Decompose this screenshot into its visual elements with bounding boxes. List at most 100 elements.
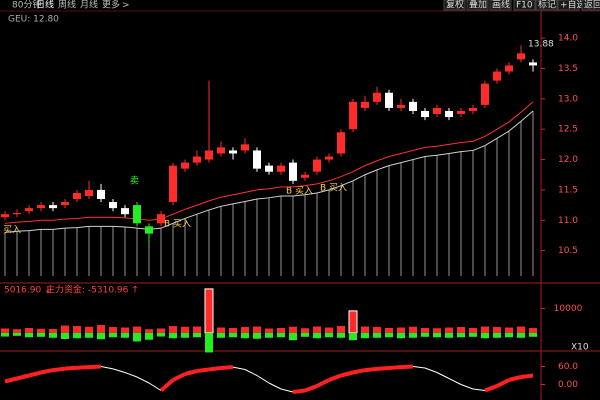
oscillator-segment: [232, 366, 246, 370]
candle-body: [25, 208, 33, 212]
y-tick-label: 12.5: [558, 125, 578, 135]
oscillator-segment: [100, 366, 114, 370]
toolbar-item: 日线: [36, 0, 54, 11]
toolbar-button-label[interactable]: F10: [516, 1, 533, 11]
toolbar-button-label[interactable]: 返回: [584, 0, 600, 11]
oscillator-segment: [316, 378, 330, 388]
candle-body: [337, 132, 345, 154]
bar: [445, 327, 453, 333]
bar: [97, 325, 105, 333]
bar: [13, 329, 21, 333]
toolbar-button-label[interactable]: +自选: [560, 0, 586, 11]
bar: [133, 326, 141, 333]
oscillator-segment: [244, 369, 258, 376]
toolbar-button[interactable]: [489, 0, 512, 11]
oscillator-segment: [352, 368, 366, 375]
bar: [229, 328, 237, 333]
bar: [204, 288, 214, 334]
toolbar-button[interactable]: [466, 0, 489, 11]
bar: [49, 332, 57, 338]
bar: [277, 332, 285, 338]
oscillator-segment: [376, 366, 390, 371]
y-tick-label: 10.5: [558, 246, 578, 256]
bar: [181, 326, 189, 333]
candle-body: [457, 110, 465, 115]
y-tick-label: 13.5: [558, 64, 578, 74]
bar: [325, 327, 333, 333]
toolbar-button[interactable]: [513, 0, 536, 11]
bar: [361, 332, 369, 339]
candle-body: [361, 101, 369, 108]
bar: [469, 328, 477, 333]
bar: [409, 326, 417, 333]
toolbar-button-label[interactable]: 标记: [538, 0, 556, 11]
oscillator-segment: [196, 367, 210, 373]
toolbar-button[interactable]: [581, 0, 600, 11]
candle-body: [61, 202, 69, 206]
candle-body: [1, 214, 9, 218]
bar: [385, 332, 393, 338]
toolbar-button[interactable]: [557, 0, 580, 11]
oscillator-segment: [40, 368, 54, 375]
bar: [481, 326, 489, 333]
annotation: 13.88: [528, 40, 554, 50]
bar: [109, 332, 117, 338]
bar: [241, 332, 249, 339]
oscillator-segment: [472, 388, 486, 391]
candle-body: [205, 150, 213, 160]
bar: [265, 328, 273, 333]
toolbar-button[interactable]: [535, 0, 558, 11]
bar: [157, 332, 165, 337]
candle-body: [85, 189, 93, 196]
y-tick-label: 12.0: [558, 155, 578, 165]
bar: [421, 328, 429, 333]
bar: [85, 332, 93, 338]
bar: [265, 332, 273, 338]
toolbar-button[interactable]: [443, 0, 466, 11]
y-tick-label: 11.5: [558, 185, 578, 195]
candle-body: [265, 165, 273, 172]
bar: [253, 332, 261, 339]
oscillator-segment: [424, 367, 438, 373]
bar: [457, 327, 465, 333]
toolbar-item: >: [122, 1, 130, 11]
bar: [433, 332, 441, 338]
bar: [193, 332, 201, 338]
bar: [145, 332, 153, 340]
oscillator-segment: [52, 366, 66, 373]
bar: [181, 332, 189, 338]
candle-body: [481, 83, 489, 105]
bar: [373, 332, 381, 338]
oscillator-segment: [304, 384, 318, 393]
bar: [145, 329, 153, 333]
candle-body: [253, 150, 261, 169]
bar: [37, 328, 45, 333]
bar: [1, 328, 9, 333]
bar: [25, 328, 33, 333]
bar: [229, 332, 237, 338]
candle-body: [13, 212, 21, 215]
oscillator-segment: [340, 370, 354, 378]
bar: [61, 332, 69, 339]
bar: [289, 332, 297, 341]
candle-body: [397, 104, 405, 108]
annotation: B 买入: [164, 219, 191, 230]
toolbar-button-label[interactable]: 复权: [446, 0, 464, 11]
candle-body: [181, 162, 189, 169]
bar: [61, 325, 69, 333]
bar: [193, 326, 201, 333]
oscillator-segment: [220, 365, 234, 370]
oscillator-segment: [436, 372, 450, 379]
oscillator-segment: [400, 364, 414, 370]
bar: [277, 328, 285, 333]
candle-body: [469, 107, 477, 111]
bar: [313, 332, 321, 339]
oscillator-segment: [28, 370, 42, 378]
toolbar-button-label[interactable]: 叠加: [469, 0, 487, 11]
oscillator-segment: [88, 364, 102, 370]
candle-body: [121, 208, 129, 215]
bar: [133, 332, 141, 342]
toolbar-button-label[interactable]: 画线: [492, 0, 510, 11]
oscillator-segment: [496, 378, 510, 388]
